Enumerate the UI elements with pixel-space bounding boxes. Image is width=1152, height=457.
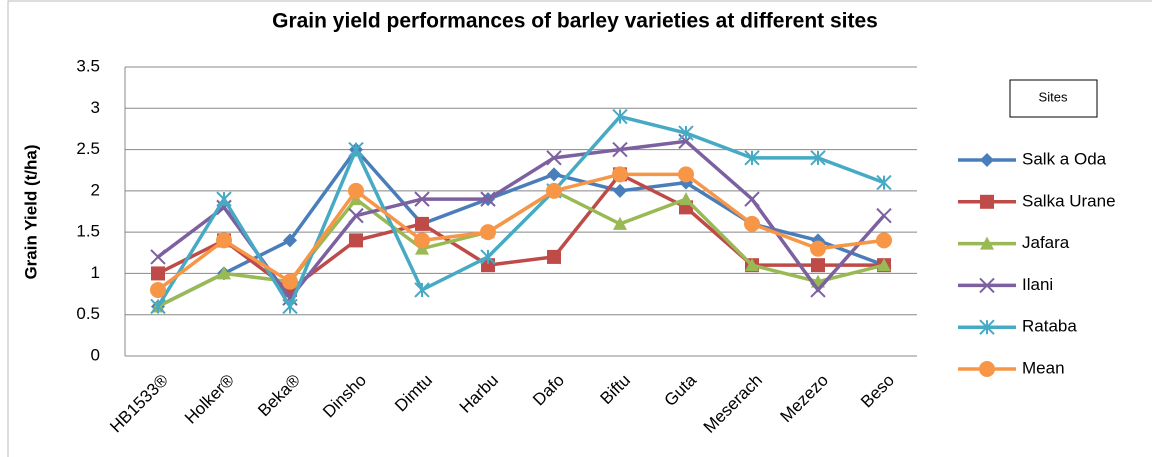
series-line bbox=[156, 172, 885, 292]
marker bbox=[150, 249, 166, 265]
marker bbox=[876, 207, 892, 224]
y-tick-label: 2 bbox=[91, 180, 100, 199]
marker bbox=[979, 277, 995, 294]
marker bbox=[283, 233, 297, 248]
marker bbox=[612, 108, 628, 125]
y-tick-label: 1 bbox=[91, 263, 100, 282]
legend-label: Jafara bbox=[1022, 233, 1070, 252]
y-axis-label: Grain Yield (t/ha) bbox=[21, 144, 40, 279]
marker bbox=[349, 233, 363, 248]
series-line bbox=[156, 139, 886, 302]
marker bbox=[480, 249, 496, 265]
marker bbox=[744, 191, 760, 207]
marker bbox=[678, 166, 694, 183]
marker bbox=[810, 150, 826, 166]
marker bbox=[348, 207, 364, 224]
marker bbox=[282, 298, 298, 315]
marker bbox=[979, 361, 995, 377]
marker bbox=[414, 191, 430, 207]
marker bbox=[216, 191, 232, 207]
marker bbox=[613, 216, 627, 230]
y-tick-label: 1.5 bbox=[76, 222, 100, 241]
legend-label: Rataba bbox=[1022, 317, 1077, 336]
marker bbox=[217, 266, 231, 280]
y-tick-label: 0 bbox=[91, 345, 100, 364]
legend-label: Salk a Oda bbox=[1022, 149, 1107, 168]
marker bbox=[546, 182, 562, 199]
marker bbox=[480, 224, 496, 241]
legend-title-box bbox=[1009, 79, 1098, 118]
marker bbox=[612, 166, 628, 183]
marker bbox=[547, 167, 561, 182]
chart-title: Grain yield performances of barley varie… bbox=[272, 10, 878, 33]
marker bbox=[980, 153, 994, 167]
legend-label: Salka Urane bbox=[1022, 191, 1116, 210]
marker bbox=[150, 281, 166, 298]
marker bbox=[980, 236, 994, 250]
marker bbox=[348, 141, 364, 158]
marker bbox=[415, 216, 429, 231]
marker bbox=[679, 192, 693, 206]
marker bbox=[744, 150, 760, 166]
marker bbox=[876, 174, 892, 191]
y-tick-label: 3.5 bbox=[76, 56, 100, 75]
marker bbox=[547, 249, 561, 264]
marker bbox=[877, 258, 891, 272]
series-line bbox=[156, 114, 885, 311]
marker bbox=[745, 258, 759, 272]
marker bbox=[810, 240, 826, 257]
marker bbox=[876, 232, 892, 249]
y-tick-label: 3 bbox=[91, 98, 100, 117]
marker bbox=[150, 298, 166, 315]
chart-frame bbox=[7, 0, 1152, 457]
marker bbox=[612, 141, 628, 158]
marker bbox=[480, 191, 496, 207]
marker bbox=[811, 258, 825, 273]
marker bbox=[979, 319, 995, 335]
marker bbox=[613, 183, 627, 198]
marker bbox=[282, 273, 298, 290]
legend-title: Sites bbox=[1039, 89, 1068, 104]
marker bbox=[678, 125, 694, 141]
marker bbox=[810, 282, 826, 298]
marker bbox=[348, 182, 364, 199]
marker bbox=[980, 194, 994, 209]
marker bbox=[216, 232, 232, 249]
marker bbox=[151, 266, 165, 281]
marker bbox=[744, 215, 760, 232]
marker bbox=[414, 282, 430, 298]
marker bbox=[546, 150, 562, 166]
marker bbox=[414, 232, 430, 249]
legend-label: Mean bbox=[1022, 358, 1065, 377]
y-tick-label: 2.5 bbox=[76, 139, 100, 158]
y-tick-label: 0.5 bbox=[76, 304, 100, 323]
legend-label: Ilani bbox=[1022, 275, 1053, 294]
